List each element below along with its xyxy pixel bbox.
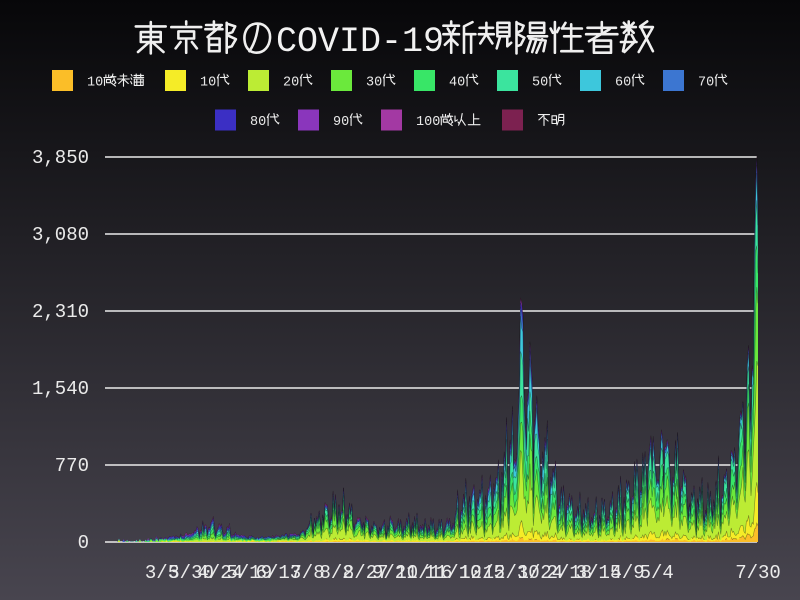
svg-text:60: 60 xyxy=(615,76,631,91)
svg-text:80: 80 xyxy=(250,115,266,130)
svg-text:3,080: 3,080 xyxy=(32,224,89,246)
svg-text:2/18: 2/18 xyxy=(547,562,593,584)
svg-text:30: 30 xyxy=(366,76,382,91)
svg-text:1,540: 1,540 xyxy=(32,378,89,400)
svg-text:90: 90 xyxy=(333,115,349,130)
svg-text:3/5: 3/5 xyxy=(145,562,179,584)
svg-text:2,310: 2,310 xyxy=(32,301,89,323)
svg-text:10: 10 xyxy=(200,76,216,91)
svg-text:50: 50 xyxy=(532,76,548,91)
svg-text:3/15: 3/15 xyxy=(576,562,622,584)
svg-text:100: 100 xyxy=(416,115,440,130)
svg-text:8/2: 8/2 xyxy=(319,562,353,584)
svg-text:11/10: 11/10 xyxy=(424,562,481,584)
svg-text:70: 70 xyxy=(698,76,714,91)
svg-text:770: 770 xyxy=(55,455,89,477)
svg-text:7/8: 7/8 xyxy=(290,562,324,584)
svg-text:10/16: 10/16 xyxy=(395,562,452,584)
svg-text:12/30: 12/30 xyxy=(483,562,540,584)
svg-text:40: 40 xyxy=(449,76,465,91)
svg-text:4/9: 4/9 xyxy=(610,562,644,584)
svg-text:5/19: 5/19 xyxy=(226,562,272,584)
svg-text:3,850: 3,850 xyxy=(32,147,89,169)
svg-text:4/24: 4/24 xyxy=(197,562,243,584)
svg-text:10: 10 xyxy=(87,76,103,91)
svg-text:8/27: 8/27 xyxy=(343,562,389,584)
svg-text:COVID-19: COVID-19 xyxy=(276,22,444,62)
svg-text:1/24: 1/24 xyxy=(517,562,563,584)
svg-text:0: 0 xyxy=(78,532,89,554)
svg-text:3/30: 3/30 xyxy=(168,562,214,584)
svg-text:5/4: 5/4 xyxy=(640,562,674,584)
svg-text:9/21: 9/21 xyxy=(372,562,418,584)
svg-text:6/13: 6/13 xyxy=(256,562,302,584)
svg-text:7/30: 7/30 xyxy=(735,562,781,584)
svg-text:12/5: 12/5 xyxy=(459,562,505,584)
svg-text:20: 20 xyxy=(283,76,299,91)
